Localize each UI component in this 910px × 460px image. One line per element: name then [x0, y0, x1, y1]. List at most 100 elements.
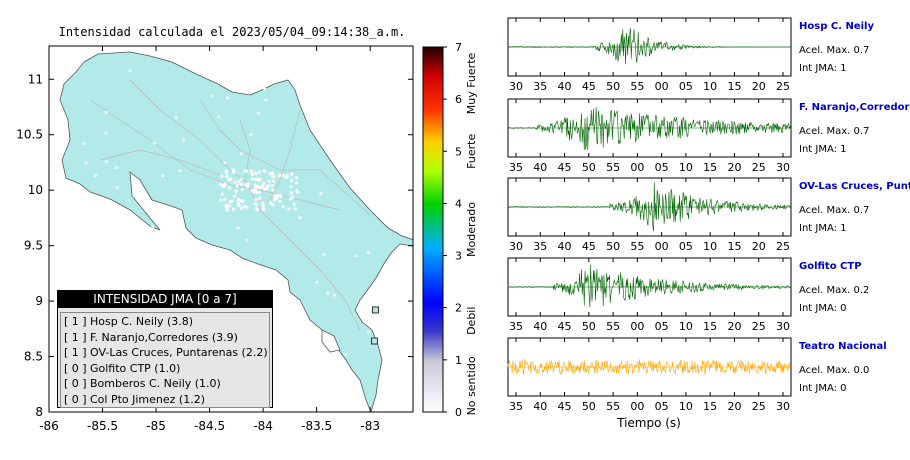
- town-dot: [326, 291, 330, 295]
- station-name: Teatro Nacional: [799, 341, 887, 352]
- legend-entry-name: Col Pto Jimenez (1.2): [90, 392, 206, 406]
- town-dot: [278, 199, 282, 203]
- town-dot: [253, 183, 257, 187]
- town-dot: [151, 225, 155, 228]
- town-dot: [239, 206, 243, 210]
- station-int: Int JMA: 1: [799, 223, 847, 234]
- map-xtick-label: -85: [146, 419, 166, 433]
- legend-entry-name: Bomberos C. Neily (1.0): [90, 377, 221, 390]
- town-dot: [289, 185, 293, 189]
- legend-entry: [ 0 ] Bomberos C. Neily (1.0): [61, 376, 269, 392]
- town-dot: [217, 115, 221, 119]
- town-dot: [272, 175, 276, 179]
- station-name: OV-Las Cruces, Puntar: [799, 181, 910, 192]
- town-dot: [78, 214, 82, 218]
- station-acel: Acel. Max. 0.7: [799, 205, 870, 216]
- town-dot: [250, 188, 254, 192]
- legend-entry-level: [ 0 ]: [64, 392, 87, 406]
- town-dot: [263, 87, 267, 91]
- town-dot: [244, 182, 248, 186]
- town-dot: [219, 198, 223, 202]
- town-dot: [258, 186, 262, 190]
- colorbar-tick-label: 1: [455, 354, 462, 367]
- town-dot: [254, 266, 258, 270]
- town-dot: [257, 178, 261, 182]
- town-dot: [295, 188, 299, 193]
- town-dot: [82, 142, 86, 146]
- station-acel: Acel. Max. 0.7: [799, 45, 870, 56]
- town-dot: [293, 207, 297, 211]
- station-int: Int JMA: 0: [799, 383, 847, 394]
- town-dot: [240, 187, 244, 192]
- colorbar-tick-label: 2: [455, 302, 462, 315]
- town-dot: [118, 281, 121, 285]
- town-dot: [223, 161, 227, 165]
- map-ytick-label: 11: [28, 72, 43, 86]
- town-dot: [118, 285, 122, 289]
- town-dot: [228, 200, 232, 204]
- town-dot: [254, 197, 258, 202]
- station-name: F. Naranjo,Corredores: [799, 102, 910, 113]
- town-dot: [250, 172, 254, 176]
- town-dot: [275, 193, 279, 198]
- town-dot: [267, 179, 271, 183]
- town-dot: [367, 251, 370, 255]
- town-dot: [319, 192, 323, 196]
- town-dot: [255, 208, 259, 212]
- legend-entry-level: [ 1 ]: [64, 346, 87, 359]
- legend-entry: [ 0 ] Col Pto Jimenez (1.2): [61, 392, 269, 408]
- town-dot: [225, 174, 229, 179]
- town-dot: [240, 199, 244, 203]
- map-xtick-label: -83.5: [301, 419, 332, 433]
- legend-entry-name: Hosp C. Neily (3.8): [90, 315, 194, 328]
- town-dot: [225, 208, 229, 212]
- map-xtick-label: -86: [39, 419, 59, 433]
- town-dot: [294, 181, 299, 185]
- legend-entry: [ 1 ] Hosp C. Neily (3.8): [61, 314, 269, 330]
- town-dot: [262, 169, 266, 173]
- town-dot: [174, 116, 178, 120]
- town-dot: [249, 169, 253, 173]
- town-dot: [287, 207, 291, 211]
- intensity-map: Intensidad calculada el 2023/05/04_09:14…: [16, 25, 414, 433]
- town-dot: [235, 184, 239, 188]
- town-dot: [292, 202, 296, 207]
- town-dot: [233, 194, 237, 198]
- map-xtick-label: -83: [360, 419, 380, 433]
- town-dot: [104, 111, 108, 114]
- town-dot: [220, 192, 224, 196]
- legend-entry-level: [ 1 ]: [64, 330, 87, 344]
- country-land: [59, 51, 413, 412]
- town-dot: [221, 183, 225, 188]
- town-dot: [128, 69, 132, 73]
- town-dot: [333, 77, 337, 81]
- town-dot: [245, 185, 250, 189]
- station-acel: Acel. Max. 0.0: [799, 365, 870, 376]
- town-dot: [225, 96, 229, 100]
- town-dot: [178, 169, 182, 173]
- town-dot: [277, 173, 282, 177]
- station-marker: [372, 306, 380, 314]
- station-int: Int JMA: 1: [799, 63, 847, 74]
- legend-entry-name: OV-Las Cruces, Puntarenas (2.2): [90, 346, 268, 359]
- town-dot: [261, 201, 265, 205]
- town-dot: [304, 345, 308, 349]
- town-dot: [240, 84, 244, 88]
- town-dot: [93, 174, 97, 177]
- colorbar-class-label: Muy Fuerte: [465, 53, 478, 115]
- town-dot: [105, 160, 108, 163]
- legend-entry-level: [ 0 ]: [64, 377, 87, 390]
- colorbar-class-label: Moderado: [465, 202, 478, 257]
- colorbar-tick-label: 0: [455, 406, 462, 419]
- town-dot: [84, 161, 88, 165]
- town-dot: [290, 172, 294, 176]
- town-dot: [283, 280, 286, 284]
- town-dot: [220, 174, 224, 178]
- town-dot: [228, 186, 232, 190]
- town-dot: [290, 178, 294, 183]
- map-xtick-label: -84.5: [194, 419, 225, 433]
- town-dot: [266, 184, 270, 188]
- town-dot: [244, 169, 249, 173]
- town-dot: [239, 182, 244, 186]
